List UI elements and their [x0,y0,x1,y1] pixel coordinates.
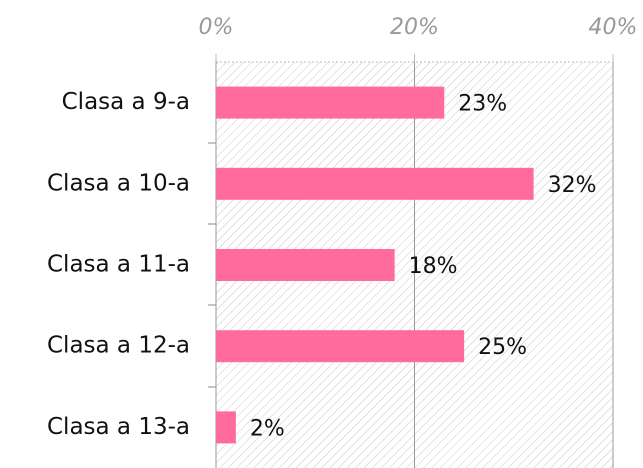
bar [216,249,395,281]
bar [216,167,534,200]
bar [216,330,465,363]
bar [216,86,445,119]
value-label: 23% [458,92,507,117]
y-tick-label: Clasa a 12-a [47,333,190,359]
y-tick-label: Clasa a 11-a [47,252,190,278]
value-label: 32% [548,173,597,198]
x-tick-label: 20% [390,15,439,40]
y-tick-label: Clasa a 13-a [47,414,190,440]
x-tick-label: 0% [199,15,234,40]
y-tick-label: Clasa a 10-a [47,170,190,196]
value-label: 25% [478,335,527,360]
x-tick-label: 40% [589,15,638,40]
category-separators [208,142,216,388]
y-tick-label: Clasa a 9-a [62,89,190,115]
bar [216,411,236,444]
value-label: 2% [250,416,285,441]
value-label: 18% [409,254,458,279]
